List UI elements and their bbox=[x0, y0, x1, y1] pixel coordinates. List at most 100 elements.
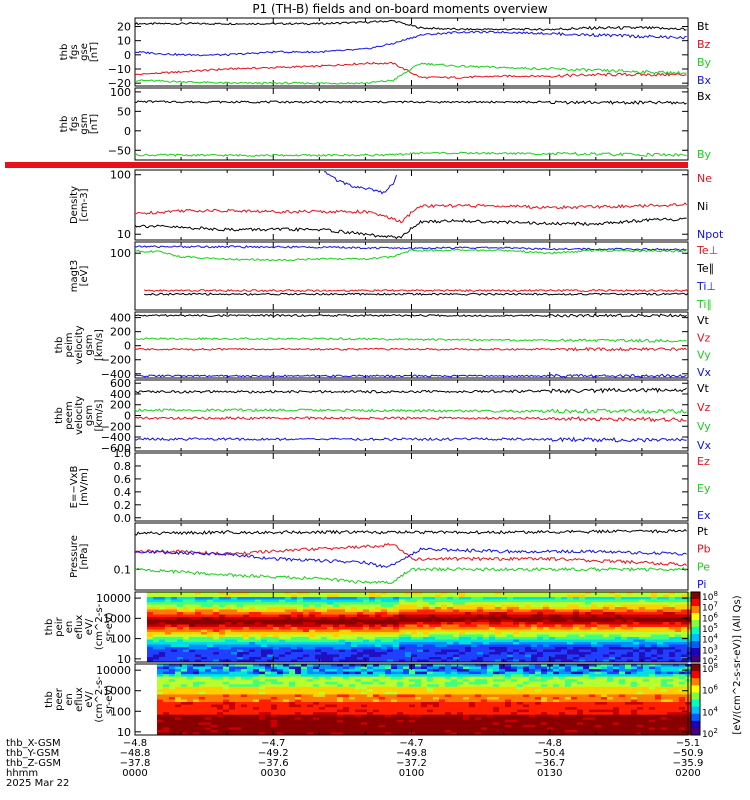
time-axis-value: 0100 bbox=[399, 768, 424, 779]
time-axis-value: −50.9 bbox=[673, 748, 704, 759]
y-axis-title: velocity bbox=[74, 325, 85, 364]
time-axis-value: 0030 bbox=[261, 768, 286, 779]
time-axis-value: −4.8 bbox=[123, 738, 147, 749]
y-axis-title: gsm bbox=[79, 113, 90, 134]
series-Pt bbox=[134, 528, 687, 536]
colorbar-tick: 104 bbox=[702, 633, 718, 646]
y-tick-label: 0.0 bbox=[114, 512, 132, 525]
legend-label: Vy bbox=[697, 420, 711, 433]
y-axis-title: fgs bbox=[69, 44, 80, 59]
y-tick-label: −20 bbox=[108, 77, 131, 90]
time-axis-row-label: thb_Y-GSM bbox=[6, 748, 59, 759]
panel-frame bbox=[134, 311, 689, 379]
legend-label: Ne bbox=[697, 172, 712, 185]
time-axis-row-label: thb_X-GSM bbox=[6, 738, 61, 749]
panel-frame bbox=[134, 241, 689, 311]
time-axis-value: −49.2 bbox=[258, 748, 289, 759]
time-axis-value: 0200 bbox=[675, 768, 700, 779]
series-Vx bbox=[134, 373, 687, 379]
y-axis-title: thb bbox=[59, 44, 70, 61]
y-tick-label: 1000 bbox=[103, 685, 131, 698]
y-axis-title: eflux bbox=[74, 687, 85, 712]
y-axis-title: [cm-3] bbox=[79, 188, 90, 221]
time-axis-value: −4.8 bbox=[538, 738, 562, 749]
y-tick-label: 10000 bbox=[96, 664, 131, 677]
panel-temperature: 100 Te⊥ Te∥ Ti⊥ Ti∥ magt3 [eV] bbox=[69, 241, 718, 311]
date-label: 2025 Mar 22 bbox=[6, 778, 69, 789]
legend-label: Te⊥ bbox=[696, 244, 718, 257]
y-tick-label: −200 bbox=[101, 354, 131, 367]
series-Vz bbox=[134, 416, 687, 423]
legend-label: Ti∥ bbox=[696, 298, 712, 311]
time-axis-row-label: thb_Z-GSM bbox=[6, 758, 61, 769]
panel-pressure: 0.1 Pt Pb Pe Pi Pressure [nPa] bbox=[69, 522, 711, 591]
panel-efield: 1.00.80.60.40.20.0 Ez Ey Ex E=−VxB [mV/m] bbox=[69, 447, 711, 525]
colorbar-tick: 108 bbox=[702, 590, 718, 603]
y-axis-title: gsm bbox=[84, 405, 95, 426]
colorbar-tick: 108 bbox=[702, 662, 718, 675]
series-Pi bbox=[134, 547, 687, 569]
y-tick-label: 0 bbox=[124, 49, 131, 62]
y-axis-title: [nT] bbox=[89, 114, 100, 134]
y-axis-title: velocity bbox=[74, 396, 85, 435]
y-tick-label: 0 bbox=[124, 125, 131, 138]
legend-label: Ez bbox=[697, 455, 710, 468]
time-axis-value: −4.7 bbox=[399, 738, 423, 749]
y-axis-title: fgs bbox=[69, 116, 80, 131]
y-axis-title: [km/s] bbox=[94, 329, 105, 361]
legend-label: Npot bbox=[697, 228, 724, 241]
y-tick-label: −200 bbox=[101, 420, 131, 433]
y-axis-title: eflux bbox=[74, 615, 85, 640]
time-axis-value: −35.9 bbox=[673, 758, 704, 769]
series-Bz bbox=[134, 61, 687, 80]
y-axis-title: peer bbox=[54, 687, 65, 711]
series-Vy bbox=[134, 408, 687, 414]
panel-fgs-gsm: 100 50 0 −50 Bx By thb fgs gsm [nT] bbox=[59, 86, 712, 161]
series-By bbox=[134, 151, 687, 157]
y-tick-label: 600 bbox=[110, 377, 131, 390]
colorbar-tick: 103 bbox=[702, 643, 718, 656]
y-axis-title: peem bbox=[64, 401, 75, 429]
y-tick-label: 50 bbox=[117, 105, 131, 118]
time-axis-value: −49.8 bbox=[396, 748, 427, 759]
panel-frame bbox=[134, 87, 689, 161]
colorbar-tick: 107 bbox=[702, 601, 718, 614]
time-axis-value: −37.8 bbox=[120, 758, 151, 769]
time-axis-value: −4.7 bbox=[261, 738, 285, 749]
y-tick-label: 0.2 bbox=[114, 499, 132, 512]
y-tick-label: 20 bbox=[117, 21, 131, 34]
spectrogram-gap bbox=[135, 664, 157, 735]
series-Npot bbox=[323, 171, 397, 195]
y-axis-title: eV/ bbox=[84, 618, 95, 635]
y-tick-label: −10 bbox=[108, 63, 131, 76]
y-tick-label: 1.0 bbox=[114, 447, 132, 460]
y-axis-title: [nPa] bbox=[79, 543, 90, 569]
y-axis-title: Pressure bbox=[69, 535, 80, 578]
series-Pe bbox=[134, 566, 687, 585]
series-Ni bbox=[134, 217, 687, 240]
y-axis-title: thb bbox=[44, 691, 55, 708]
legend-label: Pb bbox=[697, 543, 711, 556]
series-Vx bbox=[134, 436, 687, 443]
y-axis-title: [mV/m] bbox=[79, 468, 90, 506]
series-Vy bbox=[135, 337, 687, 343]
colorbar-label: [eV/(cm^2-s-sr-eV)] (All Qs) bbox=[732, 595, 743, 734]
colorbar-tick: 104 bbox=[702, 705, 718, 718]
y-tick-label: 100 bbox=[110, 86, 131, 99]
time-axis-value: −37.2 bbox=[396, 758, 427, 769]
y-tick-label: 400 bbox=[110, 312, 131, 325]
y-tick-label: 0 bbox=[124, 340, 131, 353]
series-Vz bbox=[134, 346, 687, 352]
legend-label: Bx bbox=[697, 74, 712, 87]
y-tick-label: 400 bbox=[110, 388, 131, 401]
legend-label: Vt bbox=[697, 382, 710, 395]
y-axis-title: eV/ bbox=[84, 691, 95, 708]
y-axis-title: [nT] bbox=[89, 42, 100, 62]
status-bar bbox=[5, 162, 688, 168]
time-axis-value: 0000 bbox=[122, 768, 147, 779]
y-tick-label: 200 bbox=[110, 326, 131, 339]
y-tick-label: 100 bbox=[110, 247, 131, 260]
